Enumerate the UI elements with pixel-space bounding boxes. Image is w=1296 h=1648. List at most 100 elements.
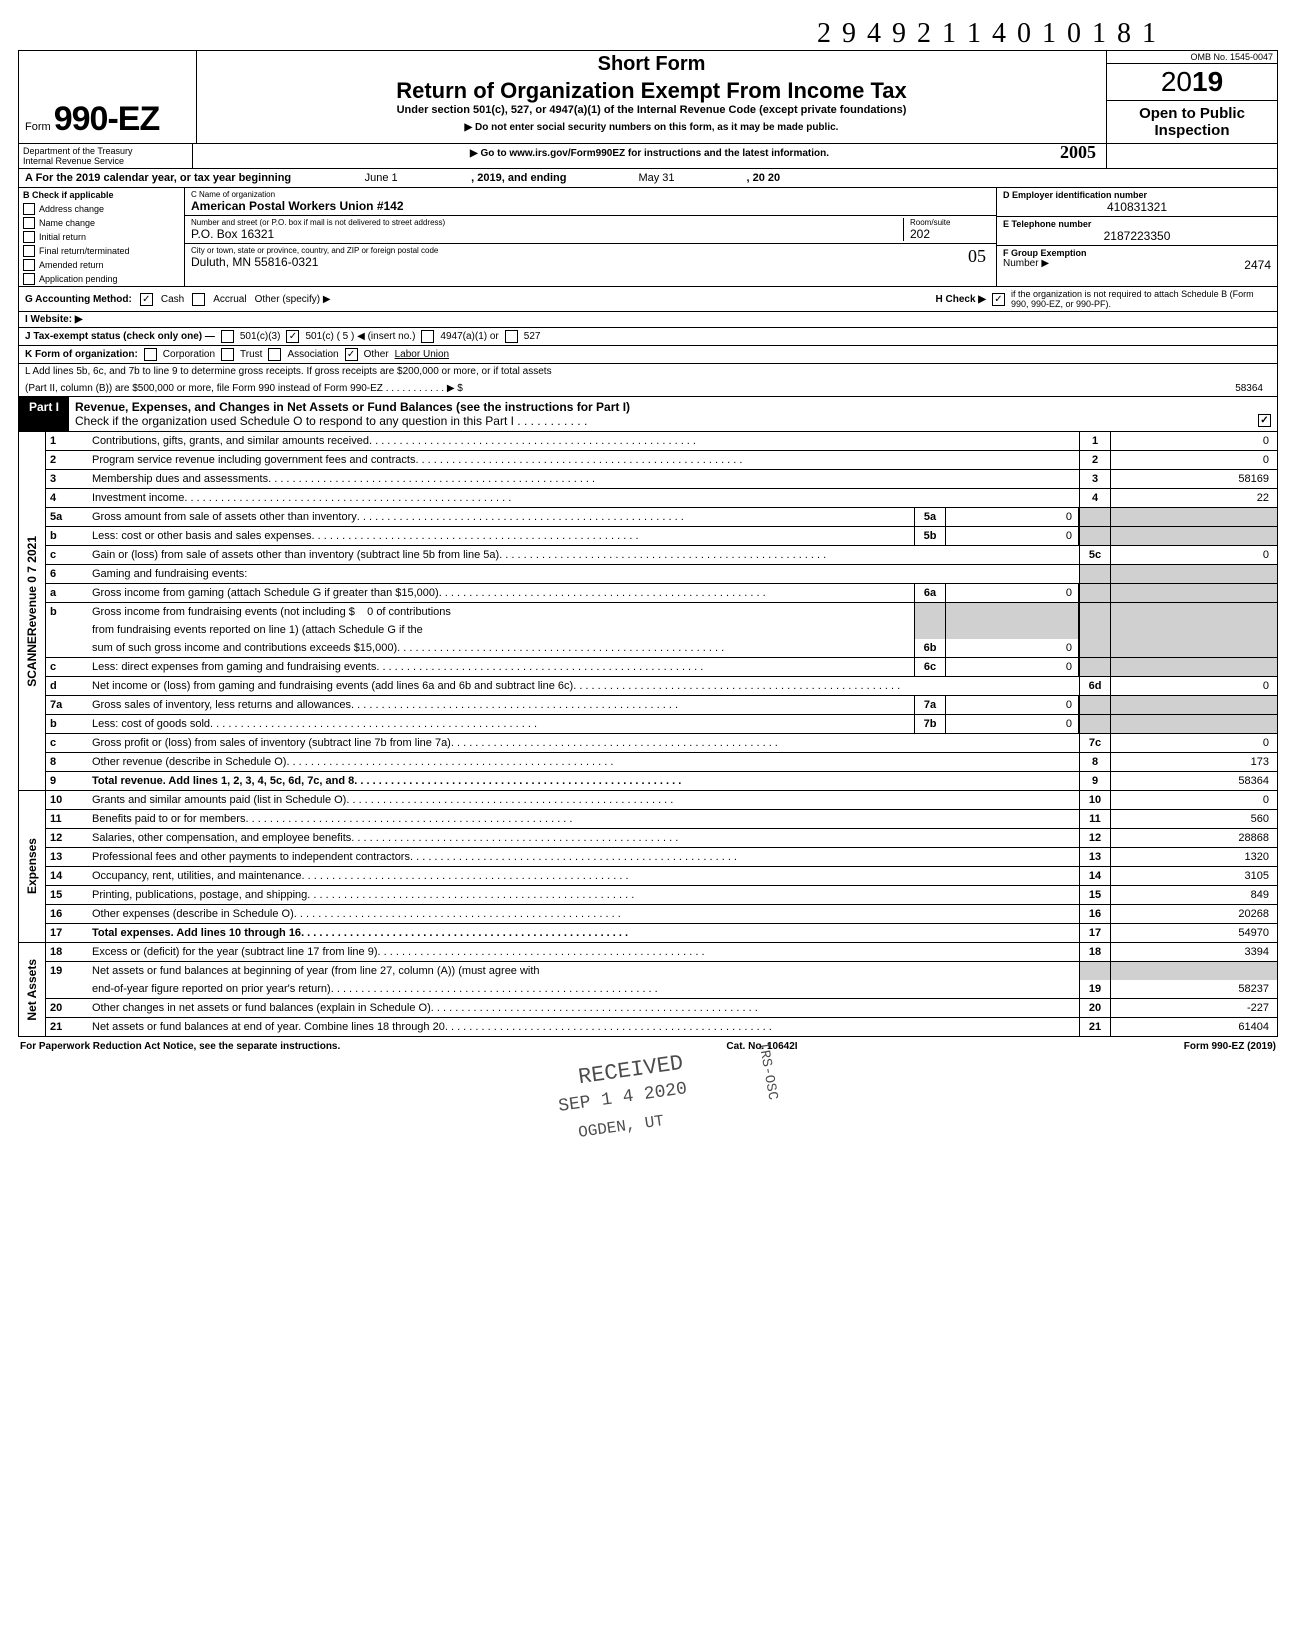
line-10-text: Grants and similar amounts paid (list in… bbox=[88, 791, 1079, 809]
footer: For Paperwork Reduction Act Notice, see … bbox=[18, 1037, 1278, 1056]
line-12-text: Salaries, other compensation, and employ… bbox=[88, 829, 1079, 847]
line-16-val: 20268 bbox=[1111, 905, 1277, 923]
expenses-side-label: Expenses bbox=[19, 791, 46, 942]
line-5a-mval: 0 bbox=[946, 508, 1079, 526]
line-1-val: 0 bbox=[1111, 432, 1277, 450]
year-bold: 19 bbox=[1192, 66, 1223, 97]
k-label: K Form of organization: bbox=[25, 349, 138, 360]
line-4-text: Investment income bbox=[88, 489, 1079, 507]
hand-2005: 2005 bbox=[1060, 142, 1096, 163]
row-i: I Website: ▶ bbox=[18, 312, 1278, 328]
line-6c-text: Less: direct expenses from gaming and fu… bbox=[88, 658, 914, 676]
form-prefix: Form bbox=[25, 121, 51, 133]
line-6-text: Gaming and fundraising events: bbox=[88, 565, 1079, 583]
row-a-suffix: , 20 20 bbox=[747, 172, 781, 184]
line-17-val: 54970 bbox=[1111, 924, 1277, 942]
omb-number: OMB No. 1545-0047 bbox=[1107, 51, 1277, 64]
tax-year: 20201919 bbox=[1107, 64, 1277, 101]
line-8-val: 173 bbox=[1111, 753, 1277, 771]
line-6d-val: 0 bbox=[1111, 677, 1277, 695]
lbl-trust: Trust bbox=[240, 349, 262, 360]
dept-irs: Internal Revenue Service bbox=[23, 156, 188, 166]
chk-final[interactable] bbox=[23, 245, 35, 257]
chk-cash[interactable] bbox=[140, 293, 153, 306]
box-b-header: B Check if applicable bbox=[19, 188, 184, 202]
dept-cell: Department of the Treasury Internal Reve… bbox=[19, 144, 193, 168]
chk-501c[interactable] bbox=[286, 330, 299, 343]
line-6b-mval: 0 bbox=[946, 639, 1079, 657]
g-label: G Accounting Method: bbox=[25, 294, 132, 305]
f-label: F Group Exemption bbox=[1003, 248, 1087, 258]
lbl-accrual: Accrual bbox=[213, 294, 246, 305]
line-5c-val: 0 bbox=[1111, 546, 1277, 564]
form-number: 990-EZ bbox=[54, 100, 160, 138]
part1-label: Part I bbox=[19, 397, 69, 431]
row-g-h: G Accounting Method: Cash Accrual Other … bbox=[18, 287, 1278, 312]
year-prefix: 20 bbox=[1161, 66, 1192, 97]
e-label: E Telephone number bbox=[1003, 219, 1271, 229]
h-label: H Check ▶ bbox=[936, 294, 986, 305]
line-6a-text: Gross income from gaming (attach Schedul… bbox=[88, 584, 914, 602]
lbl-501c3: 501(c)(3) bbox=[240, 331, 281, 342]
lbl-501c: 501(c) ( 5 ) ◀ (insert no.) bbox=[305, 331, 415, 342]
line-21-text: Net assets or fund balances at end of ye… bbox=[88, 1018, 1079, 1036]
row-l: L Add lines 5b, 6c, and 7b to line 9 to … bbox=[18, 364, 1278, 397]
chk-initial[interactable] bbox=[23, 231, 35, 243]
chk-assoc[interactable] bbox=[268, 348, 281, 361]
hand-05: 05 bbox=[968, 246, 986, 267]
chk-schedule-b[interactable] bbox=[992, 293, 1005, 306]
line-11-val: 560 bbox=[1111, 810, 1277, 828]
handwritten-dln: 2 9 4 9 2 1 1 4 0 1 0 1 8 1 bbox=[18, 18, 1278, 50]
col-b: B Check if applicable Address change Nam… bbox=[19, 188, 185, 286]
lbl-527: 527 bbox=[524, 331, 541, 342]
chk-527[interactable] bbox=[505, 330, 518, 343]
line-12-val: 28868 bbox=[1111, 829, 1277, 847]
row-a-begin: June 1 bbox=[291, 172, 471, 184]
chk-accrual[interactable] bbox=[192, 293, 205, 306]
lbl-name: Name change bbox=[39, 218, 95, 228]
row-k: K Form of organization: Corporation Trus… bbox=[18, 346, 1278, 364]
line-6b-t1b: 0 of contributions bbox=[367, 606, 451, 618]
line-18-val: 3394 bbox=[1111, 943, 1277, 961]
line-6d-text: Net income or (loss) from gaming and fun… bbox=[88, 677, 1079, 695]
row-a-mid: , 2019, and ending bbox=[471, 172, 566, 184]
chk-corp[interactable] bbox=[144, 348, 157, 361]
title-cell: Short Form Return of Organization Exempt… bbox=[197, 51, 1107, 143]
line-13-val: 1320 bbox=[1111, 848, 1277, 866]
chk-schedule-o-p1[interactable] bbox=[1258, 414, 1271, 427]
chk-amended[interactable] bbox=[23, 259, 35, 271]
line-13-text: Professional fees and other payments to … bbox=[88, 848, 1079, 866]
line-11-text: Benefits paid to or for members bbox=[88, 810, 1079, 828]
chk-pending[interactable] bbox=[23, 273, 35, 285]
lbl-other-org: Other bbox=[364, 349, 389, 360]
netassets-side-label: Net Assets bbox=[19, 943, 46, 1036]
part1-check-line: Check if the organization used Schedule … bbox=[75, 414, 587, 428]
stamp-ogden: OGDEN, UT bbox=[577, 1112, 665, 1142]
chk-name[interactable] bbox=[23, 217, 35, 229]
l-value: 58364 bbox=[1235, 383, 1271, 394]
line-5b-text: Less: cost or other basis and sales expe… bbox=[88, 527, 914, 545]
line-20-text: Other changes in net assets or fund bala… bbox=[88, 999, 1079, 1017]
lbl-address: Address change bbox=[39, 204, 104, 214]
lbl-pending: Application pending bbox=[39, 274, 118, 284]
line-7c-val: 0 bbox=[1111, 734, 1277, 752]
ein-value: 410831321 bbox=[1003, 200, 1271, 214]
chk-501c3[interactable] bbox=[221, 330, 234, 343]
line-9-text: Total revenue. Add lines 1, 2, 3, 4, 5c,… bbox=[88, 772, 1079, 790]
chk-trust[interactable] bbox=[221, 348, 234, 361]
stamp-date: SEP 1 4 2020 bbox=[557, 1079, 688, 1117]
chk-address[interactable] bbox=[23, 203, 35, 215]
lbl-corp: Corporation bbox=[163, 349, 215, 360]
line-15-text: Printing, publications, postage, and shi… bbox=[88, 886, 1079, 904]
line-4-val: 22 bbox=[1111, 489, 1277, 507]
grid-bcdef: B Check if applicable Address change Nam… bbox=[18, 188, 1278, 287]
line-17-text: Total expenses. Add lines 10 through 16 bbox=[88, 924, 1079, 942]
main-title: Return of Organization Exempt From Incom… bbox=[205, 78, 1098, 104]
chk-4947[interactable] bbox=[421, 330, 434, 343]
line-7a-text: Gross sales of inventory, less returns a… bbox=[88, 696, 914, 714]
org-address: P.O. Box 16321 bbox=[191, 227, 903, 241]
lbl-assoc: Association bbox=[287, 349, 338, 360]
group-exemption: 2474 bbox=[1244, 258, 1271, 272]
chk-other-org[interactable] bbox=[345, 348, 358, 361]
right-header-cell: OMB No. 1545-0047 20201919 Open to Publi… bbox=[1107, 51, 1277, 143]
